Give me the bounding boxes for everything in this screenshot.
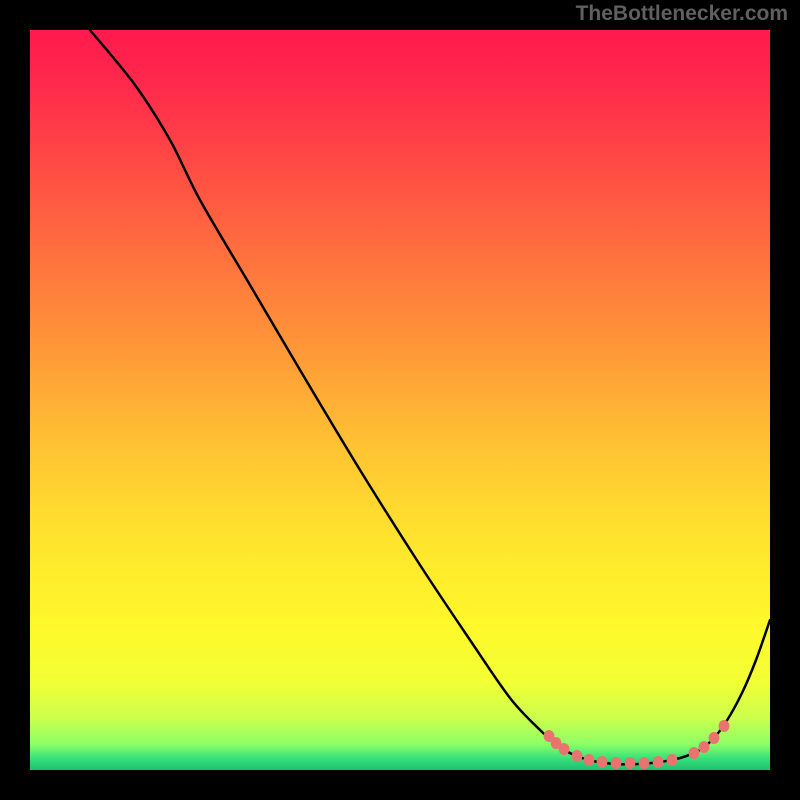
marker-dot bbox=[667, 754, 678, 766]
plot-background bbox=[30, 30, 770, 770]
marker-dot bbox=[597, 756, 608, 768]
marker-dot bbox=[559, 743, 570, 755]
marker-dot bbox=[625, 757, 636, 769]
marker-dot bbox=[699, 741, 710, 753]
marker-dot bbox=[584, 754, 595, 766]
marker-dot bbox=[689, 747, 700, 759]
marker-dot bbox=[572, 750, 583, 762]
attribution-text: TheBottlenecker.com bbox=[576, 2, 788, 26]
marker-dot bbox=[653, 756, 664, 768]
marker-dot bbox=[611, 757, 622, 769]
chart-container: { "attribution": "TheBottlenecker.com", … bbox=[0, 0, 800, 800]
marker-dot bbox=[719, 720, 730, 732]
bottleneck-chart bbox=[0, 0, 800, 800]
marker-dot bbox=[709, 732, 720, 744]
marker-dot bbox=[639, 757, 650, 769]
